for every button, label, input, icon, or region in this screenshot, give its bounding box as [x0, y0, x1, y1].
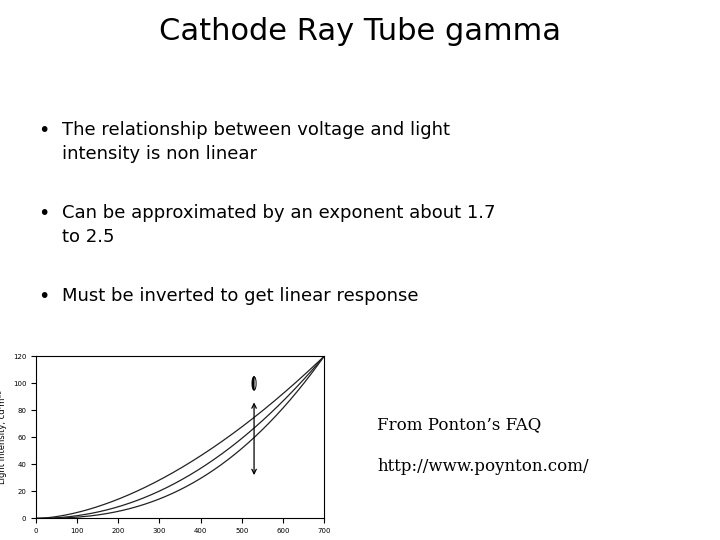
Text: Must be inverted to get linear response: Must be inverted to get linear response [62, 287, 419, 305]
Text: •: • [39, 204, 50, 223]
Wedge shape [254, 377, 256, 390]
Text: •: • [39, 287, 50, 306]
Text: Can be approximated by an exponent about 1.7
to 2.5: Can be approximated by an exponent about… [62, 204, 495, 246]
Text: Cathode Ray Tube gamma: Cathode Ray Tube gamma [159, 17, 561, 46]
Text: •: • [39, 121, 50, 140]
Text: http://www.poynton.com/: http://www.poynton.com/ [377, 457, 589, 475]
Y-axis label: Light Intensity, cd·m⁻²: Light Intensity, cd·m⁻² [0, 390, 7, 484]
Wedge shape [252, 377, 254, 390]
Text: From Ponton’s FAQ: From Ponton’s FAQ [377, 416, 541, 433]
Text: The relationship between voltage and light
intensity is non linear: The relationship between voltage and lig… [62, 121, 450, 163]
